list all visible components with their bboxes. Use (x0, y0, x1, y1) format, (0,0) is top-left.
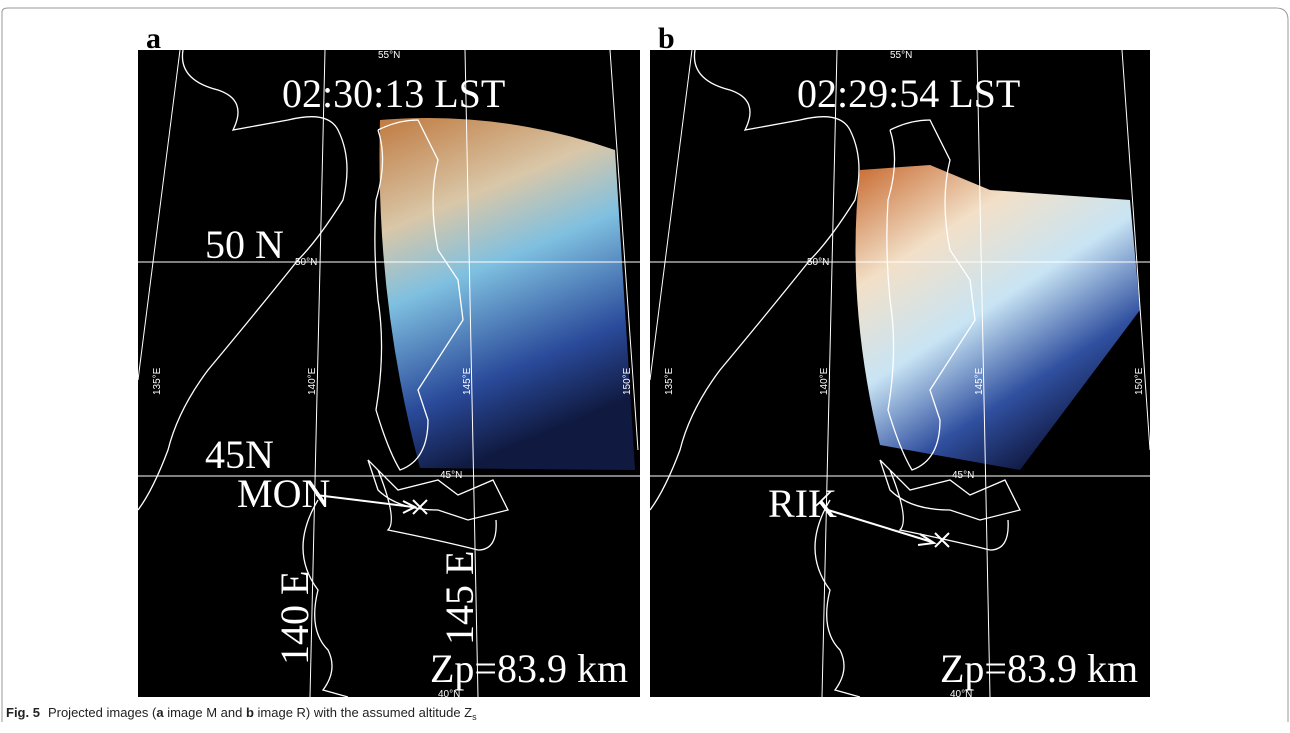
altitude-label: Zp=83.9 km (940, 646, 1138, 691)
graticule-label: 45°N (952, 470, 974, 481)
graticule-label: 140°E (307, 367, 318, 395)
page: {"panels": [ {"label": "a", "time": "02:… (0, 0, 1290, 733)
graticule-label: 140°E (819, 367, 830, 395)
altitude-label: Zp=83.9 km (430, 646, 628, 691)
caption-text: image M and (164, 705, 246, 720)
time-label: 02:29:54 LST (797, 71, 1020, 116)
graticule-label: 55°N (378, 50, 400, 61)
graticule-label: 55°N (890, 50, 912, 61)
graticule-label: 135°E (152, 367, 163, 395)
station-label: RIK (768, 481, 837, 526)
figure: 55°N50°N45°N40°N135°E140°E145°E150°Ea02:… (0, 0, 1290, 733)
graticule-label: 50°N (295, 257, 317, 268)
panel-label: b (658, 22, 675, 55)
graticule-label: 145°E (462, 367, 473, 395)
graticule-label: 150°E (622, 367, 633, 395)
caption-bold: b (246, 705, 254, 720)
time-label: 02:30:13 LST (282, 71, 505, 116)
graticule-label: 50°N (807, 257, 829, 268)
graticule-label: 45°N (440, 470, 462, 481)
aurora-image (380, 118, 636, 470)
graticule-label: 150°E (1134, 367, 1145, 395)
graticule-label: 135°E (664, 367, 675, 395)
caption-text: Projected images ( (48, 705, 157, 720)
station-label: MON (237, 471, 330, 516)
panel-label: a (146, 22, 161, 55)
caption-label: Fig. 5 (6, 705, 40, 720)
longitude-label: 140 E (272, 571, 317, 665)
caption-subscript: s (472, 712, 477, 722)
caption-text: image R) with the assumed altitude Z (254, 705, 472, 720)
longitude-label: 145 E (437, 551, 482, 645)
graticule-label: 145°E (974, 367, 985, 395)
latitude-label: 50 N (205, 222, 284, 267)
